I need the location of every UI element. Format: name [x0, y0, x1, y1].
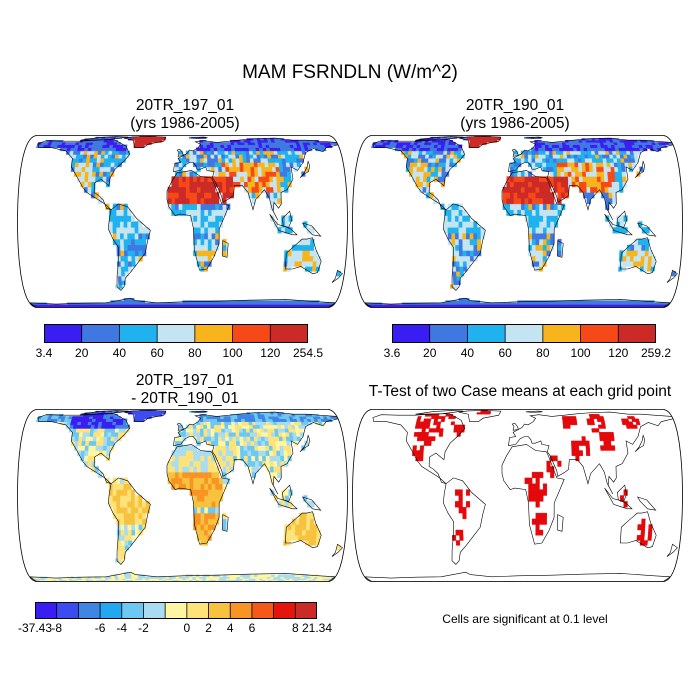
colorbar-tick-label: 120: [608, 346, 629, 360]
colorbar-tick-label: -8: [51, 621, 63, 635]
panel-title-case2: 20TR_190_01 (yrs 1986-2005): [350, 97, 680, 133]
map-border: [17, 409, 348, 582]
coastlines: [363, 136, 678, 308]
colorbar-swatch: [270, 324, 309, 343]
colorbar-swatch: [230, 602, 253, 619]
colorbar-swatch: [194, 324, 234, 343]
colorbar-swatch: [208, 602, 231, 619]
coastlines: [28, 136, 343, 308]
coastlines: [28, 410, 343, 582]
map-field: [29, 136, 342, 308]
colorbar-diff: [35, 602, 318, 619]
colorbar-tick-label: 100: [222, 346, 243, 360]
colorbar-tick-label: 80: [188, 346, 202, 360]
panel-title-line: - 20TR_190_01: [131, 390, 239, 407]
colorbar-swatch: [251, 602, 275, 619]
colorbar-swatch: [273, 602, 296, 619]
colorbar-tick-label: 3.4: [35, 346, 53, 360]
colorbar-swatch: [580, 324, 619, 343]
colorbar-tick-label: 4: [226, 621, 234, 635]
colorbar-swatch: [143, 602, 166, 619]
colorbar-case2: [392, 324, 657, 343]
colorbar-swatch: [78, 602, 101, 619]
panel-title-ttest: T-Test of two Case means at each grid po…: [350, 383, 690, 401]
colorbar-case1: [44, 324, 309, 343]
colorbar-swatch: [119, 324, 158, 343]
colorbar-tick-label: 20: [423, 346, 437, 360]
colorbar-swatch: [121, 602, 144, 619]
colorbar-swatch: [186, 602, 210, 619]
colorbar-tick-label: 40: [112, 346, 127, 360]
colorbar-tick-label: 40: [460, 346, 475, 360]
colorbar-swatch: [392, 324, 431, 343]
map-border: [352, 409, 683, 582]
colorbar-swatch: [429, 324, 468, 343]
colorbar-tick-label: 120: [260, 346, 281, 360]
colorbar-swatch: [100, 602, 123, 619]
colorbar-swatch: [467, 324, 506, 343]
colorbar-tick-label: -4: [116, 621, 128, 635]
colorbar-swatch: [618, 324, 657, 343]
colorbar-tick-label: 6: [248, 621, 256, 635]
colorbar-swatch: [505, 324, 544, 343]
colorbar-swatch: [542, 324, 582, 343]
map-field: [412, 410, 653, 546]
colorbar-tick-label: 254.5: [292, 346, 324, 360]
panel-title-line: (yrs 1986-2005): [460, 115, 570, 132]
colorbar-swatches: [35, 602, 318, 619]
colorbar-swatches: [44, 324, 309, 343]
colorbar-tick-label: 80: [536, 346, 550, 360]
panel-title-line: 20TR_197_01: [135, 97, 235, 114]
colorbar-tick-label: 8: [291, 621, 299, 635]
map-case1: [17, 135, 348, 308]
map-field: [29, 410, 342, 582]
panel-title-diff: 20TR_197_01 - 20TR_190_01: [20, 372, 350, 408]
colorbar-tick-label: 100: [570, 346, 591, 360]
colorbar-swatch: [232, 324, 271, 343]
colorbar-tick-label: 21.34: [301, 621, 333, 635]
colorbar-swatches: [392, 324, 657, 343]
colorbar-swatch: [157, 324, 196, 343]
panel-title-line: (yrs 1986-2005): [130, 115, 240, 132]
colorbar-tick-label: 60: [150, 346, 164, 360]
colorbar-tick-label: -2: [138, 621, 149, 635]
map-diff: [17, 409, 348, 582]
figure-title: MAM FSRNDLN (W/m^2): [242, 62, 458, 83]
colorbar-tick-label: 0: [183, 621, 191, 635]
map-border: [17, 135, 348, 308]
colorbar-tick-label: -6: [94, 621, 106, 635]
colorbar-tick-label: -37.43: [17, 621, 53, 635]
colorbar-swatch: [295, 602, 318, 619]
map-border: [352, 135, 683, 308]
map-field: [364, 136, 677, 308]
colorbar-tick-label: 20: [75, 346, 89, 360]
map-ttest: [352, 409, 683, 582]
colorbar-swatch: [56, 602, 79, 619]
significance-note: Cells are significant at 0.1 level: [442, 612, 608, 626]
colorbar-tick-label: 259.2: [640, 346, 672, 360]
colorbar-swatch: [165, 602, 188, 619]
colorbar-tick-label: 2: [205, 621, 212, 635]
colorbar-swatch: [81, 324, 120, 343]
colorbar-swatch: [44, 324, 83, 343]
map-case2: [352, 135, 683, 308]
colorbar-tick-label: 60: [498, 346, 512, 360]
panel-title-line: T-Test of two Case means at each grid po…: [368, 383, 672, 400]
panel-title-line: 20TR_197_01: [135, 372, 235, 389]
coastlines: [363, 410, 678, 582]
colorbar-tick-label: 3.6: [383, 346, 401, 360]
colorbar-swatch: [35, 602, 58, 619]
panel-title-line: 20TR_190_01: [465, 97, 565, 114]
panel-title-case1: 20TR_197_01 (yrs 1986-2005): [20, 97, 350, 133]
